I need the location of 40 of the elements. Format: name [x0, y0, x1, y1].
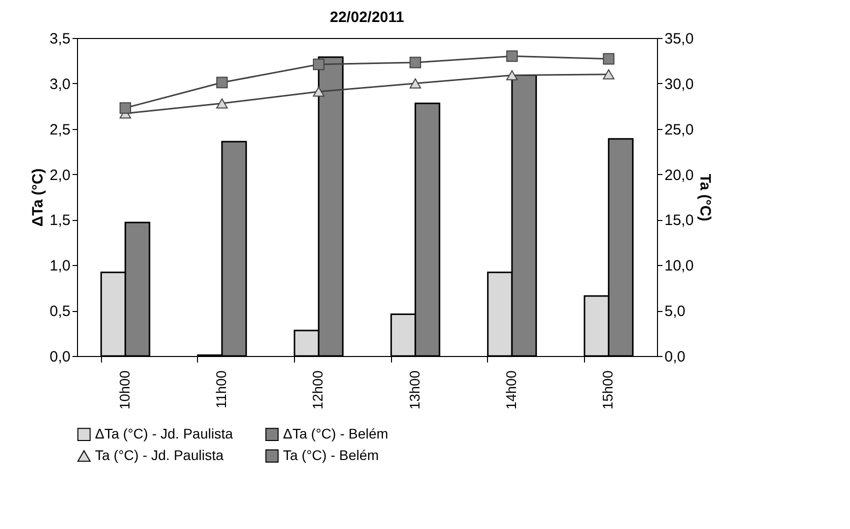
y-tick-label: 1,5 [50, 212, 70, 230]
point [216, 76, 228, 88]
y2-tick-label: 20,0 [664, 166, 694, 184]
y2-tick-label: 15,0 [664, 212, 694, 230]
y2-tick-label: 35,0 [664, 30, 694, 48]
point [410, 78, 422, 88]
y2-tick-label: 0,0 [664, 348, 686, 366]
y-tick-label: 1,0 [50, 258, 70, 275]
y-axis-title: ΔTa (°C) [30, 168, 47, 227]
y2-tick-label: 10,0 [664, 258, 694, 275]
x-tick-label: 13h00 [406, 370, 422, 410]
point [216, 98, 228, 108]
y2-tick-label: 30,0 [664, 76, 694, 93]
y-tick-label: 2,0 [50, 166, 70, 184]
y-tick-label: 0,0 [50, 348, 70, 366]
y-tick-label: 2,5 [50, 121, 70, 138]
x-tick-label: 14h00 [503, 370, 519, 410]
chart-title: 22/02/2011 [330, 9, 404, 26]
x-tick-label: 12h00 [310, 370, 326, 410]
y2-tick-label: 25,0 [664, 121, 694, 138]
legend-label: ΔTa (°C) - Jd. Paulista [95, 425, 234, 442]
x-tick-label: 10h00 [116, 370, 132, 410]
point [602, 53, 614, 65]
legend-label: ΔTa (°C) - Belém [283, 425, 388, 442]
point [312, 58, 324, 70]
x-tick-label: 11h00 [213, 370, 229, 408]
y-tick-label: 3,5 [50, 30, 70, 48]
legend-label: Ta (°C) - Jd. Paulista [95, 447, 224, 463]
point [506, 70, 518, 80]
point [506, 50, 518, 62]
y-tick-label: 0,5 [50, 303, 70, 320]
y2-axis-title: Ta (°C) [696, 174, 714, 222]
y2-tick-label: 5,0 [664, 303, 686, 320]
y-tick-label: 3,0 [50, 76, 70, 93]
x-tick-label: 15h00 [600, 370, 616, 410]
point [602, 69, 614, 80]
point [312, 86, 324, 97]
legend-label: Ta (°C) - Belém [283, 447, 379, 463]
point [410, 56, 422, 68]
point [120, 102, 132, 114]
